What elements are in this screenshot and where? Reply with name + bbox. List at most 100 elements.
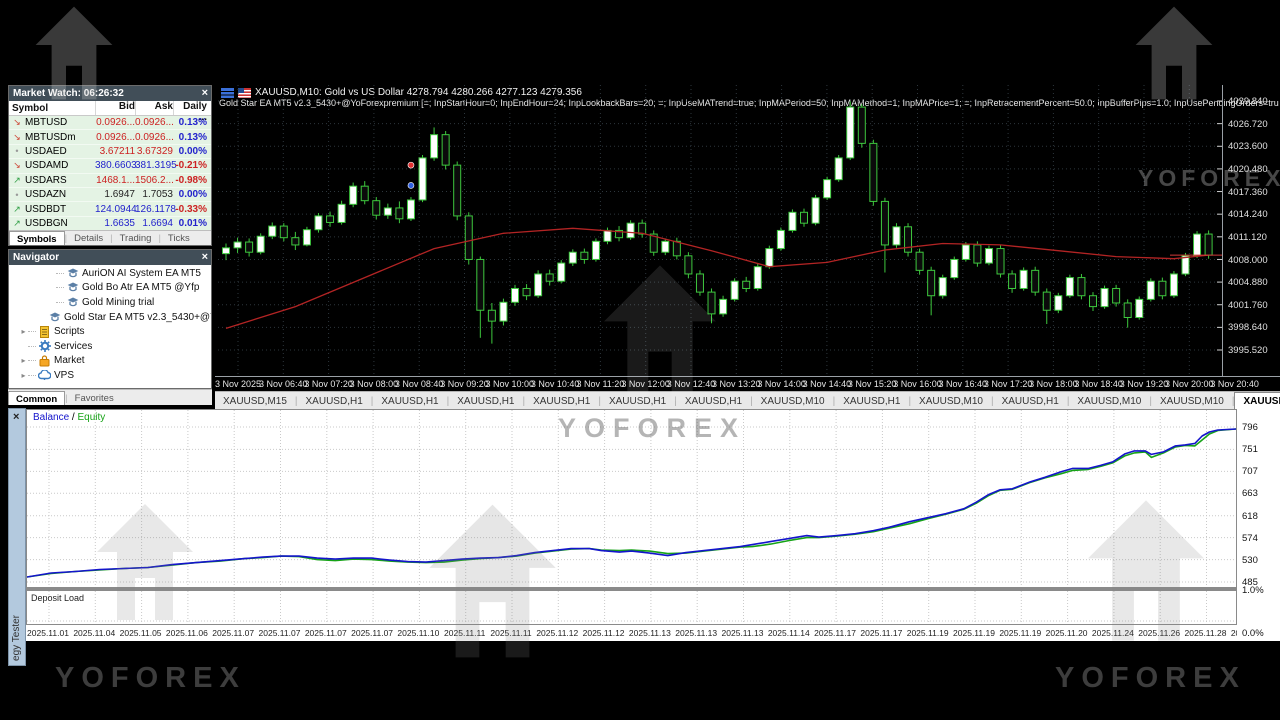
chart-tab[interactable]: XAUUSD,M10 — [919, 396, 983, 407]
symbol-row[interactable]: • USDAZN 1.6947 1.7053 0.00% — [9, 187, 211, 203]
symbol-cell: ↗ USDARS — [9, 175, 95, 186]
symbol-row[interactable]: ↗ USDARS 1468.1... 1506.2... -0.98% — [9, 173, 211, 188]
close-icon[interactable]: × — [13, 411, 20, 423]
chart-tab[interactable]: XAUUSD,M10 — [760, 396, 825, 407]
navigator-item[interactable]: Gold Mining trial — [9, 295, 211, 310]
tab-favorites[interactable]: Favorites — [74, 393, 114, 404]
price-axis[interactable]: 4029.840 4026.720 4023.600 4020.480 4017.360… — [1222, 85, 1280, 376]
tab-common[interactable]: Common — [8, 391, 66, 405]
chart-tab[interactable]: XAUUSD,M10 — [1077, 396, 1142, 407]
tab-separator: | — [446, 396, 450, 407]
candle-body — [464, 215, 473, 260]
tree-twig — [28, 345, 36, 347]
navigator-item[interactable]: ▸ Market — [9, 354, 211, 369]
candle-body — [742, 280, 751, 289]
bid-cell: 124.0944 — [95, 203, 137, 215]
navigator-item[interactable]: AuriON AI System EA MT5 — [9, 266, 211, 281]
market-watch-titlebar[interactable]: Market Watch: 06:26:32 × — [9, 86, 211, 101]
symbol-row[interactable]: ↘ MBTUSD 0.0926... 0.0926... 0.13% — [9, 116, 211, 131]
chart-tab[interactable]: XAUUSD,H1 — [533, 396, 591, 407]
navigator-item-label: AuriON AI System EA MT5 — [82, 267, 201, 279]
expand-icon[interactable]: ▸ — [21, 370, 26, 380]
trend-up-icon: ↗ — [13, 203, 21, 214]
close-icon[interactable]: × — [201, 251, 208, 263]
column-ask[interactable]: Ask — [135, 101, 173, 115]
navigator-item[interactable]: ▸ Scripts — [9, 324, 211, 339]
symbol-name: USDARS — [25, 174, 67, 186]
chart-tab[interactable]: XAUUSD,H1 — [684, 396, 743, 407]
candle-body — [719, 298, 728, 315]
strategy-tester-sidebar[interactable]: × egy Tester — [8, 408, 26, 666]
tab-ticks[interactable]: Ticks — [167, 233, 190, 244]
tab-separator: | — [65, 393, 68, 404]
symbol-row[interactable]: ↘ MBTUSDm 0.0926... 0.0926... 0.13% — [9, 130, 211, 145]
chart-tab[interactable]: XAUUSD,H1 — [843, 396, 901, 407]
price-label: 4023.600 — [1228, 141, 1268, 153]
time-label: 3 Nov 12:00 — [621, 379, 670, 389]
close-icon[interactable]: × — [201, 87, 208, 99]
candle-body — [672, 240, 681, 257]
candle-body — [1077, 277, 1086, 297]
candle-body — [1065, 277, 1074, 297]
symbol-row[interactable]: ↘ USDAMD 380.6603 381.3195 -0.21% — [9, 159, 211, 174]
symbol-name: USDBGN — [25, 217, 68, 229]
chart-tab[interactable]: XAUUSD,H1 — [608, 396, 667, 407]
tester-date-label: 2025.11.04 — [73, 628, 116, 638]
tab-trading[interactable]: Trading — [119, 233, 152, 244]
tree-twig — [56, 301, 64, 303]
candle-body — [707, 291, 716, 315]
ask-cell: 0.0926... — [135, 117, 174, 129]
tester-graph-area[interactable]: Balance / Equity — [26, 409, 1254, 588]
navigator-item[interactable]: Gold Star EA MT5 v2.3_5430+@YoFor — [9, 310, 211, 325]
tester-value-axis: 796 751 707 663 618 574 530 485 1.0% 0.0% — [1237, 408, 1280, 641]
symbol-cell: ↘ USDAMD — [9, 160, 95, 171]
candle-body — [869, 142, 878, 202]
chart-tab[interactable]: XAUUSD,M10 — [1159, 396, 1224, 407]
symbol-row[interactable]: ↗ USDBDT 124.0944 126.1178 -0.33% — [9, 202, 211, 217]
tab-details[interactable]: Details — [74, 233, 104, 244]
market-watch-header: Symbol Bid Ask Daily ... — [9, 101, 211, 123]
navigator-item[interactable]: Services — [9, 339, 211, 354]
candle-body — [1008, 273, 1017, 289]
time-axis[interactable]: 3 Nov 2025 3 Nov 06:40 3 Nov 07:20 3 Nov 08… — [215, 376, 1280, 391]
tab-symbols[interactable]: Symbols — [9, 231, 65, 245]
navigator-titlebar[interactable]: Navigator × — [9, 250, 211, 265]
navigator-item[interactable]: ▸ VPS — [9, 368, 211, 383]
chart-tab[interactable]: XAUUSD,H1 — [305, 396, 363, 407]
expand-icon[interactable]: ▸ — [21, 327, 26, 337]
chart-tab[interactable]: XAUUSD,H1 — [457, 396, 515, 407]
tester-date-label: 2025.11.19 — [906, 628, 949, 638]
tester-date-label: 2025.11.13 — [675, 628, 718, 638]
candle-body — [730, 280, 739, 300]
tester-divider[interactable] — [26, 588, 1237, 591]
tester-value-label: 663 — [1242, 488, 1258, 500]
expand-icon[interactable]: ▸ — [21, 356, 26, 366]
time-label: 3 Nov 12:40 — [666, 379, 716, 389]
tester-date-label: 2025.11.07 — [212, 628, 255, 638]
time-label: 3 Nov 18:40 — [1074, 379, 1123, 389]
column-daily[interactable]: Daily ... — [173, 101, 209, 123]
symbol-row[interactable]: • USDAED 3.67211 3.67329 0.00% — [9, 144, 211, 160]
chart-tab[interactable]: XAUUSD,M10 — [1234, 392, 1280, 409]
tab-separator: | — [294, 396, 298, 407]
tab-separator: | — [674, 396, 677, 407]
tester-date-label: 2025.11.07 — [351, 628, 394, 638]
chart-tab[interactable]: XAUUSD,M15 — [223, 396, 287, 407]
tester-date-label: 2025.11.11 — [444, 628, 486, 638]
candle-body — [1158, 280, 1167, 297]
trend-down-icon: ↘ — [13, 131, 21, 142]
tester-date-label: 2025.11.20 — [1045, 628, 1088, 638]
time-label: 3 Nov 10:40 — [530, 379, 580, 389]
price-chart[interactable] — [218, 85, 1222, 376]
chart-tab[interactable]: XAUUSD,H1 — [381, 396, 439, 407]
tab-separator: | — [522, 396, 526, 407]
deposit-load-grid — [27, 591, 1254, 623]
column-bid[interactable]: Bid — [95, 101, 135, 115]
brand-text-watermark: YOFOREX — [1055, 662, 1246, 694]
chart-tab[interactable]: XAUUSD,H1 — [1001, 396, 1059, 407]
column-symbol[interactable]: Symbol — [12, 102, 49, 114]
symbol-row[interactable]: ↗ USDBGN 1.6635 1.6694 0.01% — [9, 216, 211, 232]
navigator-item[interactable]: Gold Bo Atr EA MT5 @Yfp — [9, 281, 211, 296]
tester-date-label: 2025.11.13 — [721, 628, 764, 638]
chart-title: XAUUSD,M10: Gold vs US Dollar 4278.794 4… — [255, 87, 582, 98]
